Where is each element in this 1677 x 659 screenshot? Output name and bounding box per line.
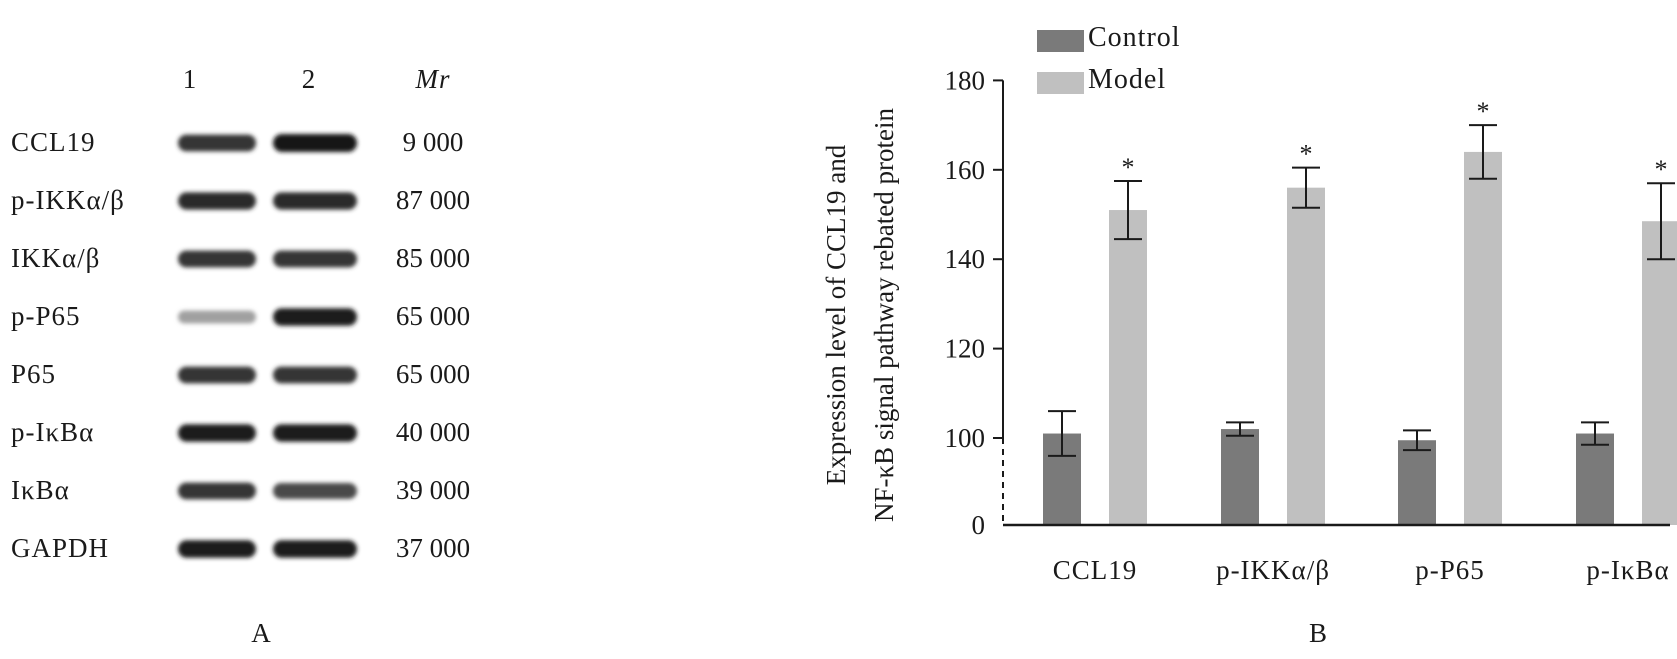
bar-model — [1642, 221, 1677, 525]
legend-swatch-model — [1037, 72, 1084, 94]
blot-row-label: IKKα/β — [11, 243, 100, 273]
bars: * * * * — [1043, 97, 1677, 526]
blot-row-mr: 39 000 — [396, 475, 470, 505]
bar-control — [1221, 429, 1259, 525]
bar-model — [1287, 187, 1325, 525]
blot-band-lane-1 — [178, 310, 256, 324]
x-category-label: CCL19 — [1053, 555, 1138, 585]
bar-model — [1109, 210, 1147, 525]
x-category-label: p-IKKα/β — [1216, 555, 1330, 585]
panel-b-label: B — [1309, 618, 1327, 648]
blot-band-lane-1 — [178, 366, 256, 384]
significance-marker: * — [1122, 153, 1135, 182]
blot-row-label: CCL19 — [11, 127, 96, 157]
significance-marker: * — [1300, 140, 1313, 169]
y-axis-label-line-1: Expression level of CCL19 and — [821, 144, 851, 485]
y-axis-label-line-2: NF-κB signal pathway rebated protein — [869, 108, 899, 523]
blot-band-lane-2 — [273, 250, 357, 268]
blot-row-label: IκBα — [11, 475, 70, 505]
blot-band-lane-2 — [273, 366, 357, 384]
western-blot-panel: 1 2 Mr CCL19 9 000 p-IKKα/β 87 000 IKKα/β 85 … — [11, 64, 470, 648]
blot-band-lane-1 — [178, 134, 256, 152]
y-tick-label: 160 — [945, 155, 986, 185]
significance-marker: * — [1477, 97, 1490, 126]
bar-control — [1398, 440, 1436, 525]
blot-band-lane-1 — [178, 482, 256, 500]
blot-row-label: p-IKKα/β — [11, 185, 125, 215]
blot-band-lane-2 — [273, 308, 357, 326]
blot-row-mr: 40 000 — [396, 417, 470, 447]
blot-row-mr: 37 000 — [396, 533, 470, 563]
y-tick-label: 140 — [945, 244, 986, 274]
significance-marker: * — [1655, 155, 1668, 184]
blot-row-label: GAPDH — [11, 533, 109, 563]
blot-band-lane-2 — [273, 540, 357, 558]
blot-row-mr: 85 000 — [396, 243, 470, 273]
x-axis: CCL19 p-IKKα/β p-P65 p-IκBα — [1003, 523, 1670, 585]
y-axis: 180 160 140 120 100 0 — [945, 65, 1004, 540]
y-tick-label: 100 — [945, 423, 986, 453]
blot-band-lane-2 — [273, 483, 357, 499]
panel-a-label: A — [251, 618, 271, 648]
blot-row-mr: 9 000 — [403, 127, 464, 157]
blot-row-label: p-P65 — [11, 301, 81, 331]
legend-label-model: Model — [1088, 64, 1166, 95]
blot-band-lane-2 — [273, 424, 357, 442]
blot-band-lane-2 — [273, 192, 357, 210]
x-category-label: p-P65 — [1415, 555, 1485, 585]
blot-row-label: p-IκBα — [11, 417, 94, 447]
blot-row-mr: 87 000 — [396, 185, 470, 215]
blot-row-mr: 65 000 — [396, 301, 470, 331]
blot-row-label: P65 — [11, 359, 56, 389]
legend-label-control: Control — [1088, 22, 1181, 53]
bar-control — [1576, 433, 1614, 525]
lane-2-header: 2 — [302, 64, 317, 94]
legend-swatch-control — [1037, 30, 1084, 52]
legend: Control Model — [1037, 22, 1181, 95]
bar-chart-panel: Expression level of CCL19 and NF-κB sign… — [821, 22, 1677, 648]
bar-model — [1464, 151, 1502, 526]
lane-1-header: 1 — [183, 64, 198, 94]
x-category-label: p-IκBα — [1586, 555, 1669, 585]
blot-rows: CCL19 9 000 p-IKKα/β 87 000 IKKα/β 85 000 p-P6… — [11, 127, 470, 563]
y-tick-label-zero: 0 — [972, 510, 986, 540]
blot-band-lane-1 — [178, 540, 256, 558]
y-axis-label: Expression level of CCL19 and NF-κB sign… — [821, 108, 899, 523]
y-tick-label: 180 — [945, 65, 986, 95]
blot-band-lane-1 — [178, 424, 256, 442]
blot-row-mr: 65 000 — [396, 359, 470, 389]
blot-band-lane-1 — [178, 250, 256, 268]
mr-header: Mr — [415, 64, 451, 94]
blot-band-lane-1 — [178, 192, 256, 210]
blot-band-lane-2 — [273, 134, 357, 152]
y-tick-label: 120 — [945, 334, 986, 364]
